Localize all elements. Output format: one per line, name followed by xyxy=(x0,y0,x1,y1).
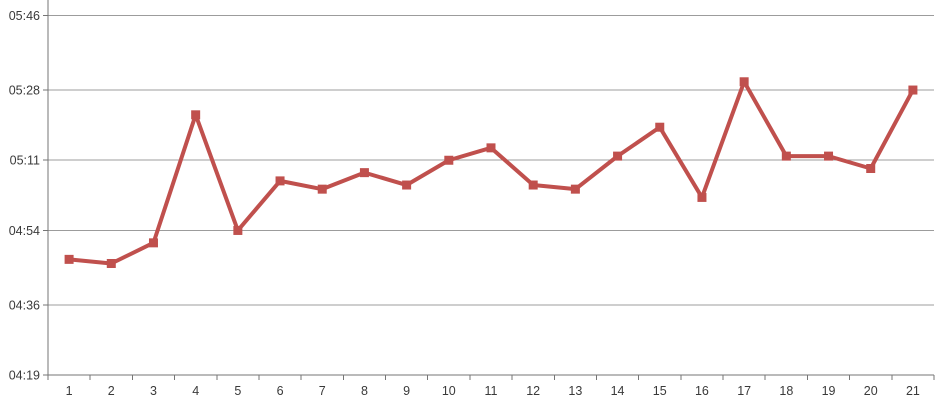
data-point-marker[interactable] xyxy=(444,155,454,165)
data-point-marker[interactable] xyxy=(64,254,74,264)
data-point-marker[interactable] xyxy=(908,85,918,95)
x-axis-tick-label: 12 xyxy=(526,384,540,398)
x-axis-tick-label: 18 xyxy=(779,384,793,398)
y-axis-tick-label: 05:46 xyxy=(9,9,40,23)
x-axis-tick-label: 17 xyxy=(737,384,751,398)
x-axis-tick-label: 11 xyxy=(485,384,498,398)
data-point-marker[interactable] xyxy=(613,151,623,161)
x-axis-tick-label: 16 xyxy=(695,384,709,398)
data-point-marker[interactable] xyxy=(655,122,665,132)
x-axis-tick-label: 13 xyxy=(568,384,582,398)
x-axis-tick-label: 8 xyxy=(361,384,368,398)
x-axis-tick-label: 15 xyxy=(653,384,667,398)
y-axis-tick-label: 04:19 xyxy=(9,369,40,383)
data-point-marker[interactable] xyxy=(486,143,496,153)
y-axis-tick-label: 05:11 xyxy=(10,154,40,168)
data-point-marker[interactable] xyxy=(781,151,791,161)
x-axis-tick-label: 14 xyxy=(611,384,625,398)
x-axis-tick-label: 5 xyxy=(234,384,241,398)
y-axis-tick-label: 04:36 xyxy=(9,298,40,312)
x-axis-tick-label: 3 xyxy=(150,384,157,398)
x-axis-tick-label: 10 xyxy=(442,384,456,398)
x-axis-tick-label: 20 xyxy=(864,384,878,398)
data-point-marker[interactable] xyxy=(148,238,158,248)
data-point-marker[interactable] xyxy=(570,184,580,194)
data-point-marker[interactable] xyxy=(359,168,369,178)
data-point-marker[interactable] xyxy=(191,110,201,120)
x-axis-tick-label: 6 xyxy=(277,384,284,398)
data-point-marker[interactable] xyxy=(528,180,538,190)
data-point-marker[interactable] xyxy=(866,164,876,174)
x-axis-tick-label: 1 xyxy=(66,384,73,398)
y-axis-tick-label: 05:28 xyxy=(9,84,40,98)
x-axis-tick-label: 7 xyxy=(319,384,326,398)
x-axis-tick-label: 2 xyxy=(108,384,115,398)
data-point-marker[interactable] xyxy=(106,258,116,268)
y-axis-tick-label: 04:54 xyxy=(9,224,40,238)
data-point-marker[interactable] xyxy=(402,180,412,190)
data-point-marker[interactable] xyxy=(739,77,749,87)
x-axis-tick-label: 21 xyxy=(906,384,920,398)
data-point-marker[interactable] xyxy=(697,192,707,202)
x-axis-tick-label: 19 xyxy=(822,384,836,398)
data-point-marker[interactable] xyxy=(317,184,327,194)
x-axis-tick-label: 9 xyxy=(403,384,410,398)
data-point-marker[interactable] xyxy=(824,151,834,161)
data-point-marker[interactable] xyxy=(275,176,285,186)
series-line[interactable] xyxy=(68,79,915,266)
data-point-marker[interactable] xyxy=(233,225,243,235)
x-axis-tick-label: 4 xyxy=(192,384,199,398)
